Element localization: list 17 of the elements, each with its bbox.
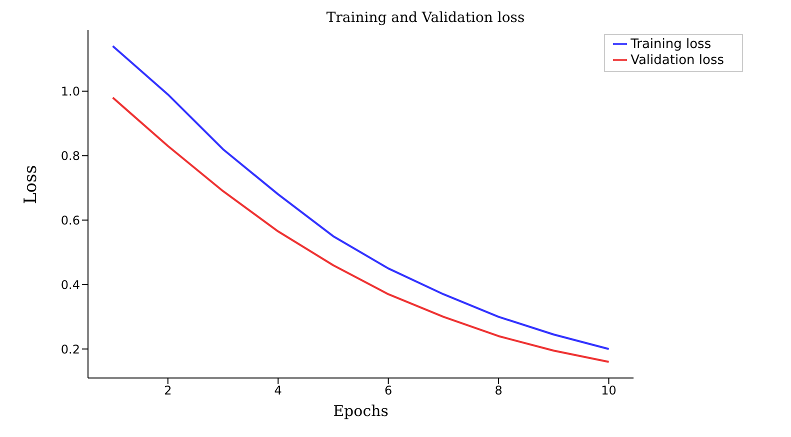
y-tick-label: 0.4 <box>60 278 80 292</box>
legend-label: Training loss <box>630 37 712 52</box>
line-series <box>112 45 610 350</box>
x-tick-label: 4 <box>274 384 282 398</box>
x-tick-label: 8 <box>494 384 502 398</box>
y-axis-title: Loss <box>21 165 42 204</box>
x-tick-label: 10 <box>601 384 616 398</box>
chart-title: Training and Validation loss <box>325 9 526 28</box>
y-tick-label: 1.0 <box>60 84 80 98</box>
legend-label: Validation loss <box>630 53 724 68</box>
y-tick-label: 0.2 <box>60 342 80 356</box>
y-tick-label: 0.8 <box>60 148 80 163</box>
x-axis-title: Epochs <box>333 402 388 420</box>
x-tick-label: 6 <box>384 384 392 398</box>
y-tick-label: 0.6 <box>60 213 80 228</box>
x-tick-label: 2 <box>164 384 172 398</box>
line-series <box>112 96 610 363</box>
